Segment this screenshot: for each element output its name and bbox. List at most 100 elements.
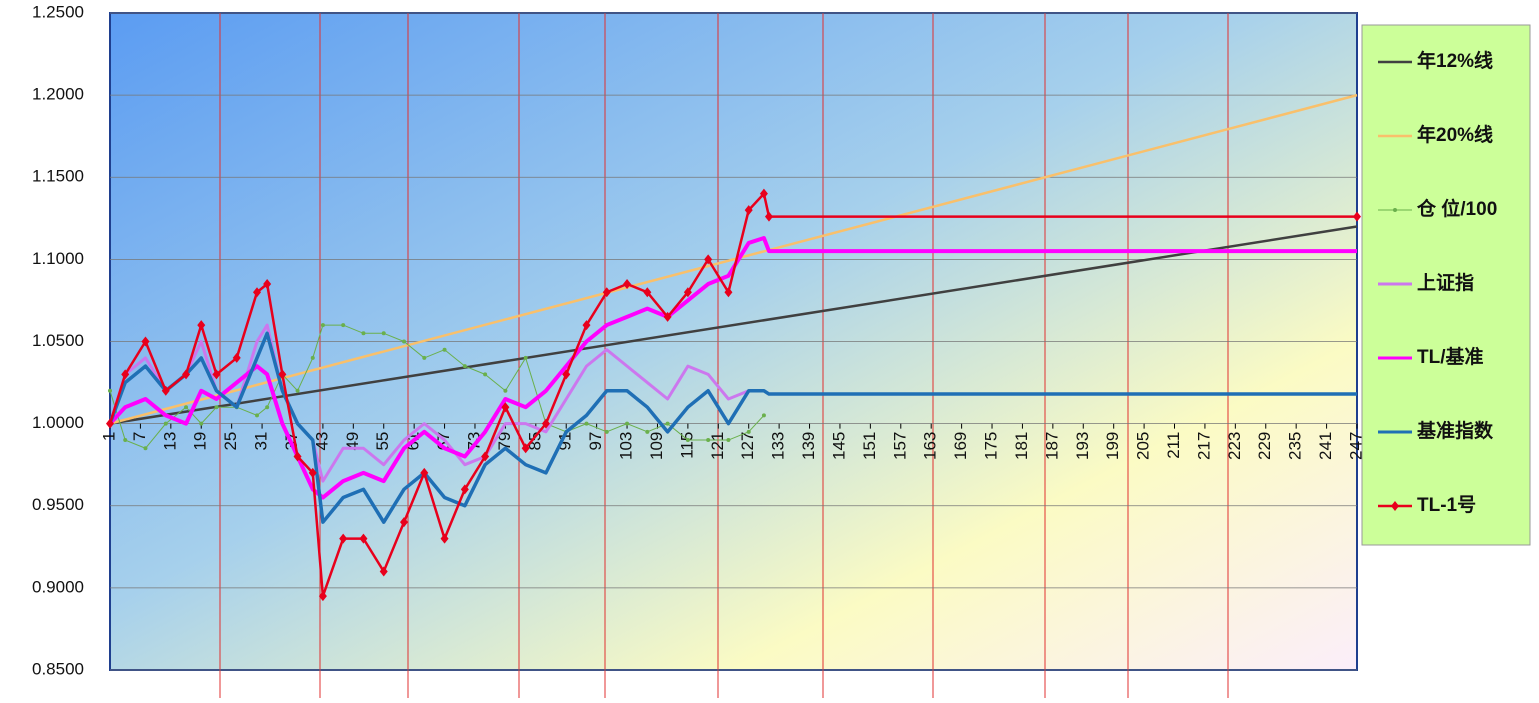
marker: [503, 388, 508, 393]
marker: [759, 188, 768, 199]
legend-label: TL/基准: [1417, 345, 1484, 368]
x-tick-label: 181: [1012, 432, 1031, 460]
marker: [643, 287, 652, 298]
marker: [665, 421, 670, 426]
legend-label: 年20%线: [1417, 123, 1493, 146]
x-tick-label: 205: [1134, 432, 1153, 460]
series-line: [108, 192, 1357, 598]
series-line: [109, 93, 1358, 425]
x-tick-label: 79: [495, 432, 514, 451]
marker: [726, 438, 731, 443]
marker: [265, 405, 270, 410]
legend-marker: [1391, 501, 1399, 511]
marker: [341, 323, 346, 328]
x-tick-label: 55: [373, 432, 392, 451]
y-tick-label: 1.0000: [32, 413, 84, 432]
x-tick-label: 223: [1225, 432, 1244, 460]
marker: [308, 467, 317, 478]
marker: [263, 279, 272, 290]
x-tick-label: 157: [890, 432, 909, 460]
x-tick-label: 217: [1194, 432, 1213, 460]
x-tick-label: 1: [99, 432, 118, 441]
marker: [764, 211, 773, 222]
marker: [379, 566, 388, 577]
marker: [108, 388, 112, 393]
marker: [253, 287, 262, 298]
x-tick-label: 121: [708, 432, 727, 460]
marker: [339, 533, 348, 544]
marker: [604, 429, 609, 434]
marker: [645, 429, 650, 434]
x-tick-label: 151: [860, 432, 879, 460]
series-line: [109, 225, 1358, 425]
x-tick-label: 175: [982, 432, 1001, 460]
x-tick-label: 229: [1255, 432, 1274, 460]
y-tick-label: 0.9000: [32, 577, 84, 596]
x-tick-label: 199: [1103, 432, 1122, 460]
marker: [623, 279, 632, 290]
x-tick-label: 139: [799, 432, 818, 460]
marker: [541, 418, 550, 429]
marker: [602, 287, 611, 298]
x-tick-label: 169: [951, 432, 970, 460]
legend-label: 上证指: [1417, 272, 1474, 294]
marker: [400, 517, 409, 528]
marker: [310, 355, 315, 360]
legend-marker: [1393, 208, 1397, 212]
marker: [182, 369, 191, 380]
marker: [460, 484, 469, 495]
marker: [744, 205, 753, 216]
marker: [163, 421, 168, 426]
marker: [440, 533, 449, 544]
x-tick-label: 13: [160, 432, 179, 451]
marker: [214, 405, 219, 410]
marker: [521, 443, 530, 454]
x-tick-label: 25: [221, 432, 240, 451]
x-tick-label: 19: [191, 432, 210, 451]
y-tick-label: 1.1000: [32, 249, 84, 268]
marker: [761, 413, 766, 418]
x-tick-label: 193: [1073, 432, 1092, 460]
x-tick-label: 145: [829, 432, 848, 460]
marker: [481, 451, 490, 462]
x-tick-label: 115: [677, 432, 696, 459]
x-tick-label: 103: [617, 432, 636, 460]
x-tick-label: 109: [647, 432, 666, 460]
x-tick-label: 163: [921, 432, 940, 460]
y-tick-label: 1.1500: [32, 167, 84, 186]
x-tick-label: 241: [1316, 432, 1335, 460]
marker: [278, 369, 287, 380]
legend-label: 仓 位/100: [1416, 197, 1497, 220]
legend-label: 基准指数: [1416, 419, 1494, 442]
marker: [523, 355, 528, 360]
marker: [232, 352, 241, 363]
marker: [143, 446, 148, 451]
y-tick-label: 0.9500: [32, 495, 84, 514]
marker: [683, 287, 692, 298]
x-tick-label: 235: [1286, 432, 1305, 460]
marker: [184, 405, 189, 410]
x-tick-label: 31: [252, 432, 271, 451]
marker: [663, 311, 672, 322]
x-tick-label: 73: [464, 432, 483, 451]
x-tick-label: 247: [1346, 432, 1365, 460]
marker: [199, 421, 204, 426]
marker: [295, 388, 300, 393]
marker: [501, 402, 510, 413]
marker: [255, 413, 260, 418]
marker: [141, 336, 150, 347]
legend-label: TL-1号: [1417, 494, 1476, 516]
series-line: [108, 331, 1357, 524]
marker: [121, 369, 130, 380]
marker: [381, 331, 386, 336]
x-tick-label: 211: [1164, 432, 1183, 459]
marker: [197, 320, 206, 331]
x-tick-label: 7: [130, 432, 149, 441]
marker: [746, 429, 751, 434]
y-tick-label: 1.2500: [32, 2, 84, 21]
marker: [724, 287, 733, 298]
y-tick-label: 1.2000: [32, 85, 84, 104]
decor-lines: [219, 13, 1229, 698]
marker: [442, 347, 447, 352]
marker: [483, 372, 488, 377]
